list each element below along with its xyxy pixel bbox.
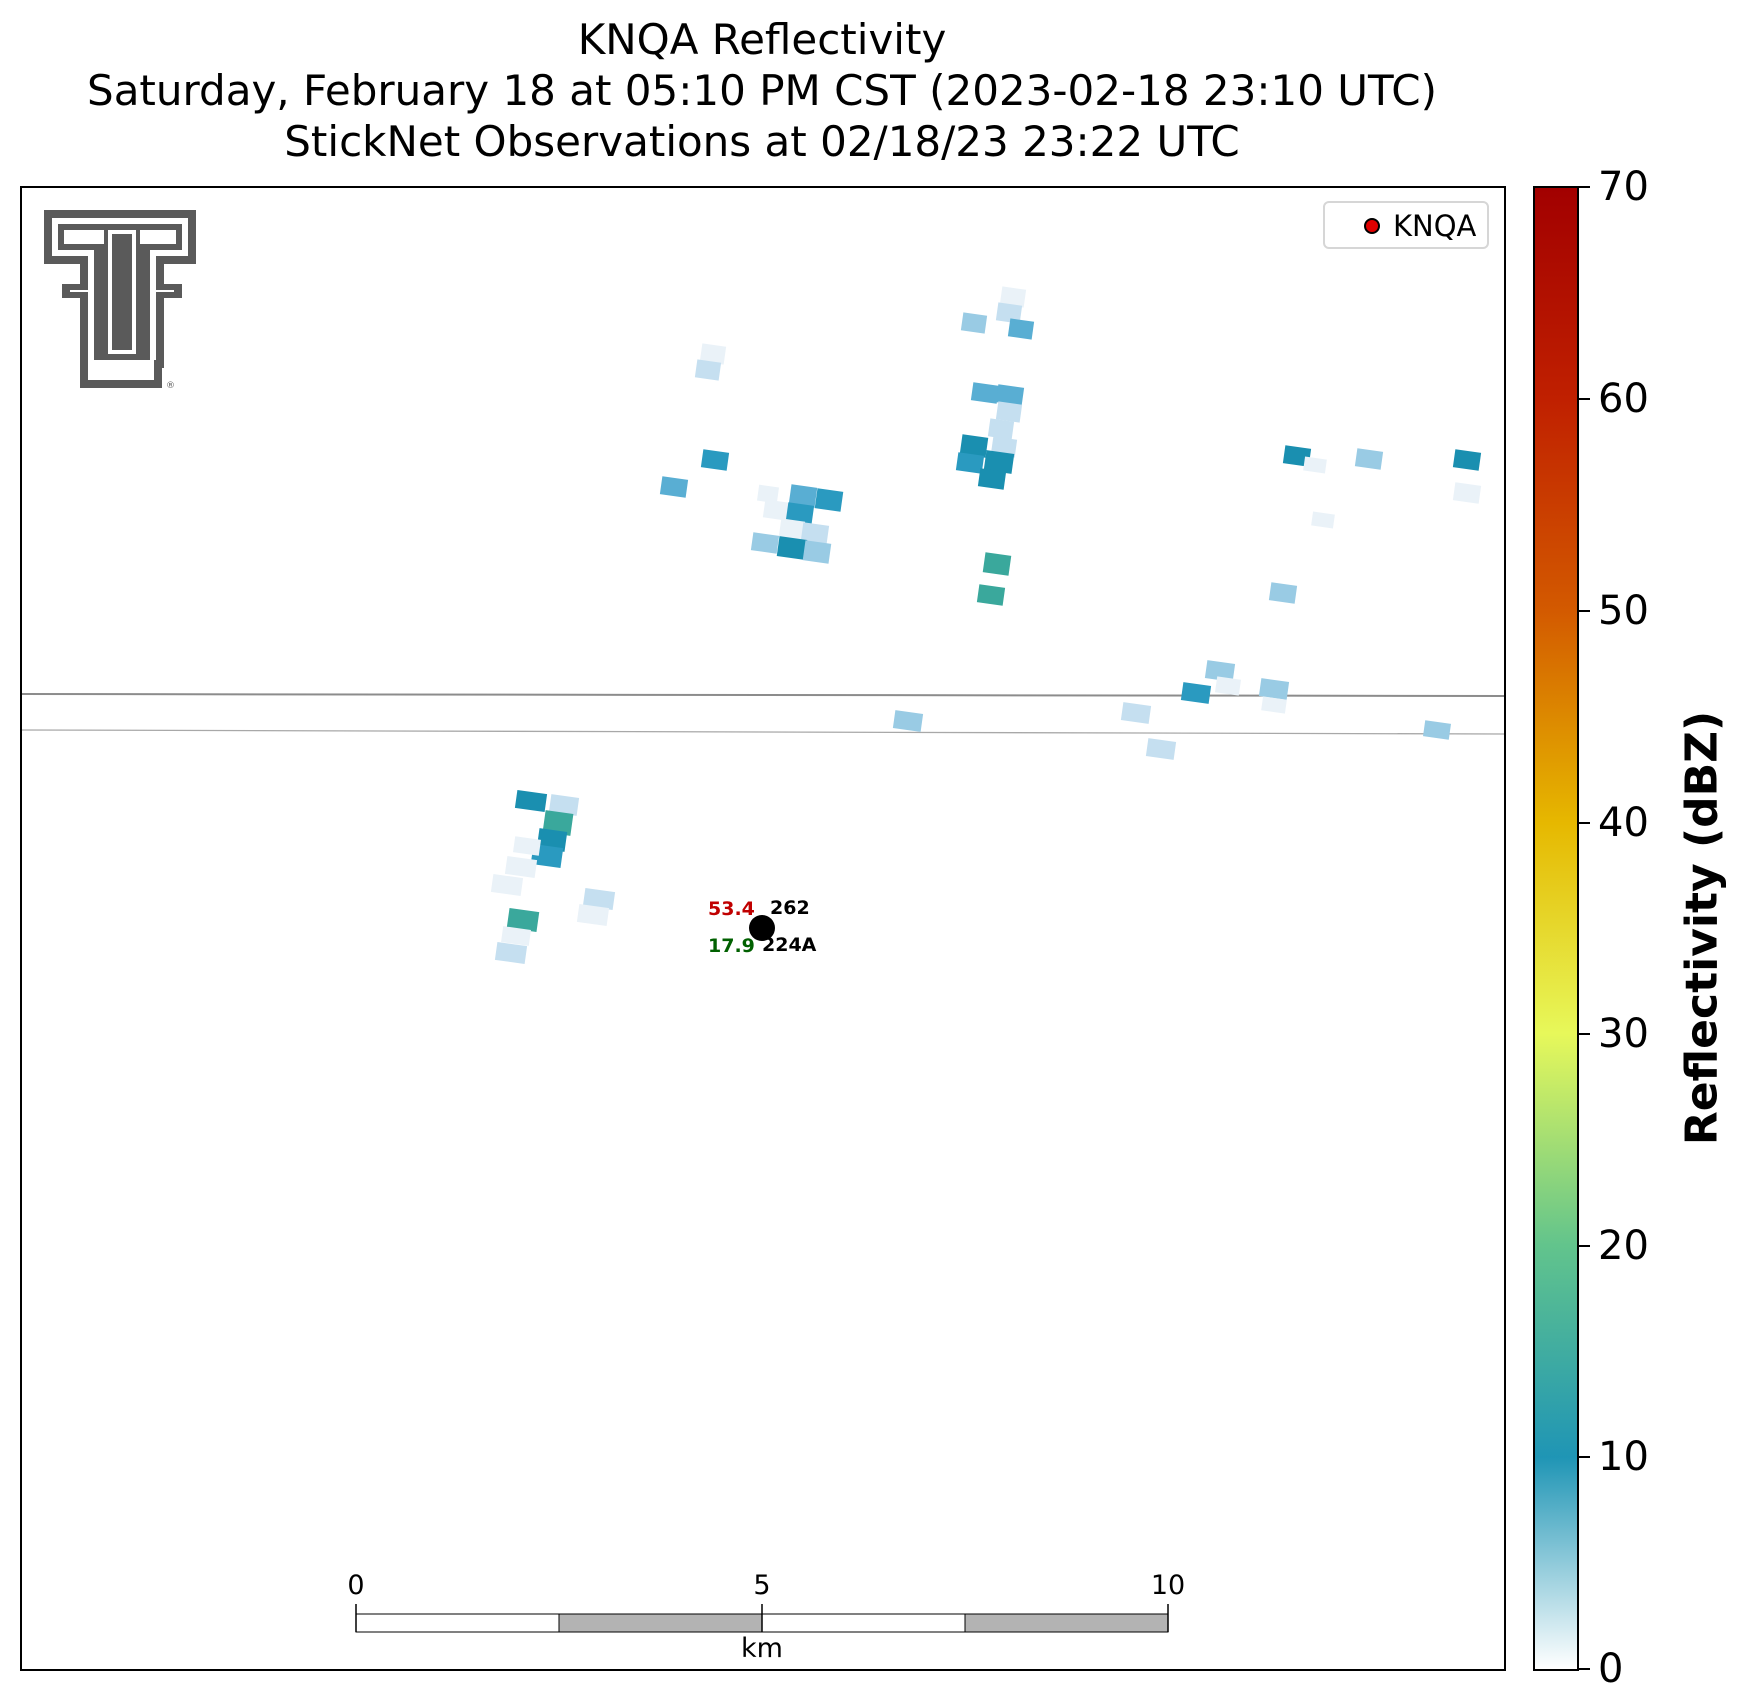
reflectivity-cell: [1282, 445, 1312, 467]
reflectivity-cell: [506, 908, 540, 932]
chart-title: KNQA Reflectivity Saturday, February 18 …: [0, 14, 1524, 167]
colorbar-label: Reflectivity (dBZ): [1676, 710, 1728, 1146]
reflectivity-cell: [814, 488, 844, 512]
reflectivity-cell: [548, 794, 580, 816]
reflectivity-cell: [1354, 448, 1384, 470]
reflectivity-cell: [694, 359, 722, 381]
colorbar-tick: 30: [1579, 1014, 1679, 1054]
reflectivity-cell: [501, 926, 531, 946]
reflectivity-cell: [1258, 678, 1290, 700]
reflectivity-cell: [513, 836, 541, 856]
reflectivity-cell: [494, 941, 528, 965]
reflectivity-cell: [776, 536, 808, 560]
radar-site-marker-icon: [1364, 218, 1380, 234]
reflectivity-cell: [959, 434, 989, 458]
road-line-upper: [22, 693, 1504, 697]
colorbar-tick: 0: [1579, 1649, 1679, 1689]
reflectivity-cell: [983, 450, 1015, 474]
reflectivity-cell: [1180, 682, 1212, 704]
reflectivity-cell: [1215, 676, 1241, 696]
reflectivity-cell: [970, 382, 1000, 404]
reflectivity-cell: [700, 449, 730, 471]
title-line-1: KNQA Reflectivity: [577, 15, 947, 64]
texas-tech-logo-icon: ®: [42, 208, 202, 394]
reflectivity-cell: [1423, 720, 1451, 740]
colorbar-tick: 50: [1579, 591, 1679, 631]
reflectivity-cell: [800, 522, 830, 544]
reflectivity-cell: [576, 903, 610, 927]
reflectivity-cells: [490, 286, 1482, 965]
reflectivity-layer: [22, 286, 1504, 965]
reflectivity-cell: [1452, 449, 1482, 471]
svg-text:®: ®: [166, 381, 175, 390]
road-line-lower: [22, 729, 1504, 735]
reflectivity-cell: [976, 584, 1006, 606]
reflectivity-cell: [1311, 511, 1335, 529]
legend-label: KNQA: [1393, 209, 1477, 243]
colorbar-tick: 70: [1579, 167, 1679, 207]
colorbar-tick: 20: [1579, 1226, 1679, 1266]
colorbar-tick: 60: [1579, 379, 1679, 419]
reflectivity-cell: [514, 789, 548, 813]
colorbar-tick: 40: [1579, 803, 1679, 843]
reflectivity-cell: [995, 384, 1025, 406]
reflectivity-cell: [762, 499, 790, 521]
reflectivity-cell: [490, 873, 524, 897]
map-legend: KNQA: [1323, 201, 1489, 249]
reflectivity-cell: [1007, 318, 1035, 340]
reflectivity-cell: [785, 502, 815, 524]
station-marker[interactable]: [749, 915, 775, 941]
reflectivity-cell: [1268, 582, 1298, 604]
reflectivity-cell: [999, 286, 1027, 308]
reflectivity-cell: [892, 710, 924, 732]
reflectivity-cell: [778, 518, 806, 540]
reflectivity-cell: [1303, 456, 1327, 474]
reflectivity-cell: [699, 343, 727, 365]
reflectivity-cell: [960, 312, 988, 334]
reflectivity-cell: [955, 452, 985, 474]
reflectivity-cell: [995, 302, 1023, 324]
reflectivity-cell: [659, 476, 689, 498]
reflectivity-cell: [750, 532, 780, 554]
reflectivity-cell: [1120, 702, 1152, 724]
reflectivity-cell: [504, 855, 538, 879]
station-id: 224A: [762, 934, 817, 956]
reflectivity-cell: [802, 540, 832, 564]
reflectivity-cell: [756, 484, 780, 504]
reflectivity-cell: [1261, 696, 1287, 714]
reflectivity-cell: [995, 401, 1023, 423]
station-pressure: 262: [770, 897, 810, 919]
station-temperature: 53.4: [708, 898, 755, 920]
reflectivity-cell: [582, 887, 616, 911]
reflectivity-cell: [982, 552, 1012, 576]
colorbar-tick: 10: [1579, 1437, 1679, 1477]
reflectivity-cell: [1452, 482, 1482, 504]
reflectivity-cell: [977, 468, 1007, 490]
title-line-3: StickNet Observations at 02/18/23 23:22 …: [284, 117, 1240, 166]
reflectivity-cell: [987, 418, 1015, 440]
station-dewpoint: 17.9: [708, 935, 755, 957]
reflectivity-cell: [1145, 738, 1177, 760]
reflectivity-cell: [1204, 660, 1236, 682]
radar-map[interactable]: ® KNQA 53.4 262 17.9 224A 0 5 10 km: [20, 186, 1506, 1671]
colorbar: [1533, 186, 1579, 1671]
title-line-2: Saturday, February 18 at 05:10 PM CST (2…: [87, 66, 1437, 115]
colorbar-ticks: 0 10 20 30 40 50 60 70: [1579, 167, 1679, 1689]
reflectivity-cell: [788, 484, 818, 508]
reflectivity-cell: [542, 810, 574, 836]
